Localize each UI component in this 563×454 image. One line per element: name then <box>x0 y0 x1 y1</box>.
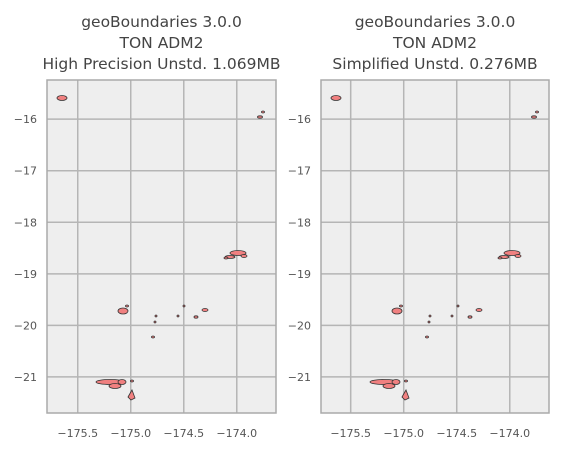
x-tick-label: −174.5 <box>436 427 477 440</box>
x-tick-label: −175.0 <box>110 427 151 440</box>
y-tick-label: −20 <box>14 319 37 332</box>
y-tick-label: −18 <box>288 216 311 229</box>
y-tick-label: −17 <box>14 165 37 178</box>
plot-area <box>321 80 549 413</box>
x-tick-label: −175.0 <box>383 427 424 440</box>
panel-title: geoBoundaries 3.0.0 <box>81 13 242 31</box>
x-tick-label: −175.5 <box>330 427 371 440</box>
panel-title: geoBoundaries 3.0.0 <box>355 13 516 31</box>
y-tick-label: −16 <box>14 113 37 126</box>
plot-frame <box>46 79 277 414</box>
y-tick-label: −18 <box>14 216 37 229</box>
y-tick-label: −17 <box>288 165 311 178</box>
y-tick-label: −19 <box>288 268 311 281</box>
x-tick-label: −174.5 <box>163 427 204 440</box>
panel-title: Simplified Unstd. 0.276MB <box>332 55 537 73</box>
y-tick-label: −20 <box>288 319 311 332</box>
x-tick-label: −175.5 <box>57 427 98 440</box>
x-tick-label: −174.0 <box>489 427 530 440</box>
panel-title: High Precision Unstd. 1.069MB <box>42 55 280 73</box>
y-tick-label: −21 <box>14 371 37 384</box>
panel-title: TON ADM2 <box>392 34 477 52</box>
panel-title: TON ADM2 <box>119 34 204 52</box>
plot-area <box>47 80 276 413</box>
plot-frame <box>320 79 550 414</box>
x-tick-label: −174.0 <box>216 427 257 440</box>
y-tick-label: −19 <box>14 268 37 281</box>
y-tick-label: −16 <box>288 113 311 126</box>
y-tick-label: −21 <box>288 371 311 384</box>
